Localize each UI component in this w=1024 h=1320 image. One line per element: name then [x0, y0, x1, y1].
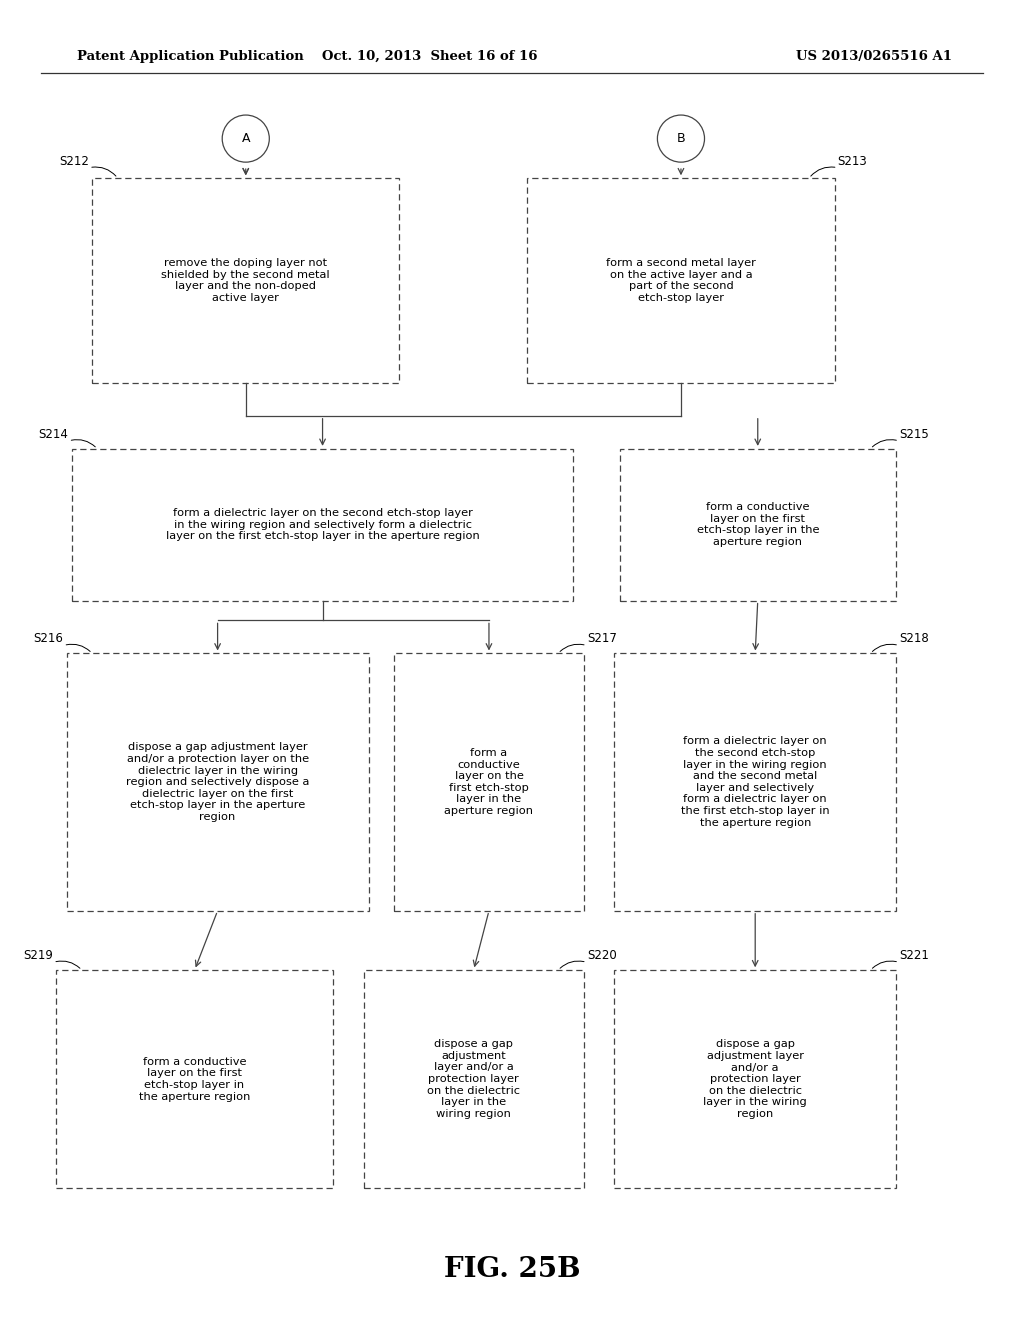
FancyBboxPatch shape — [67, 653, 369, 911]
Text: S216: S216 — [34, 632, 63, 645]
FancyBboxPatch shape — [614, 653, 896, 911]
Text: form a dielectric layer on
the second etch-stop
layer in the wiring region
and t: form a dielectric layer on the second et… — [681, 737, 829, 828]
FancyBboxPatch shape — [364, 970, 584, 1188]
Text: form a
conductive
layer on the
first etch-stop
layer in the
aperture region: form a conductive layer on the first etc… — [444, 748, 534, 816]
Text: dispose a gap
adjustment
layer and/or a
protection layer
on the dielectric
layer: dispose a gap adjustment layer and/or a … — [427, 1039, 520, 1119]
Text: S220: S220 — [587, 949, 616, 962]
Text: S218: S218 — [899, 632, 929, 645]
Text: S215: S215 — [899, 428, 929, 441]
FancyBboxPatch shape — [72, 449, 573, 601]
Text: FIG. 25B: FIG. 25B — [443, 1257, 581, 1283]
Text: A: A — [242, 132, 250, 145]
Text: form a second metal layer
on the active layer and a
part of the second
etch-stop: form a second metal layer on the active … — [606, 259, 756, 302]
Text: S214: S214 — [39, 428, 69, 441]
Text: form a conductive
layer on the first
etch-stop layer in the
aperture region: form a conductive layer on the first etc… — [696, 503, 819, 546]
Text: remove the doping layer not
shielded by the second metal
layer and the non-doped: remove the doping layer not shielded by … — [162, 259, 330, 302]
FancyBboxPatch shape — [92, 178, 399, 383]
Text: dispose a gap adjustment layer
and/or a protection layer on the
dielectric layer: dispose a gap adjustment layer and/or a … — [126, 742, 309, 822]
Text: US 2013/0265516 A1: US 2013/0265516 A1 — [797, 50, 952, 63]
Text: Oct. 10, 2013  Sheet 16 of 16: Oct. 10, 2013 Sheet 16 of 16 — [323, 50, 538, 63]
Text: form a dielectric layer on the second etch-stop layer
in the wiring region and s: form a dielectric layer on the second et… — [166, 508, 479, 541]
Text: B: B — [677, 132, 685, 145]
FancyBboxPatch shape — [614, 970, 896, 1188]
Text: S217: S217 — [587, 632, 616, 645]
Text: Patent Application Publication: Patent Application Publication — [77, 50, 303, 63]
FancyBboxPatch shape — [56, 970, 333, 1188]
Text: S212: S212 — [59, 154, 89, 168]
FancyBboxPatch shape — [527, 178, 835, 383]
Text: S219: S219 — [24, 949, 53, 962]
Text: dispose a gap
adjustment layer
and/or a
protection layer
on the dielectric
layer: dispose a gap adjustment layer and/or a … — [703, 1039, 807, 1119]
FancyBboxPatch shape — [394, 653, 584, 911]
Text: S221: S221 — [899, 949, 929, 962]
Text: form a conductive
layer on the first
etch-stop layer in
the aperture region: form a conductive layer on the first etc… — [139, 1057, 250, 1101]
Text: S213: S213 — [838, 154, 867, 168]
FancyBboxPatch shape — [620, 449, 896, 601]
